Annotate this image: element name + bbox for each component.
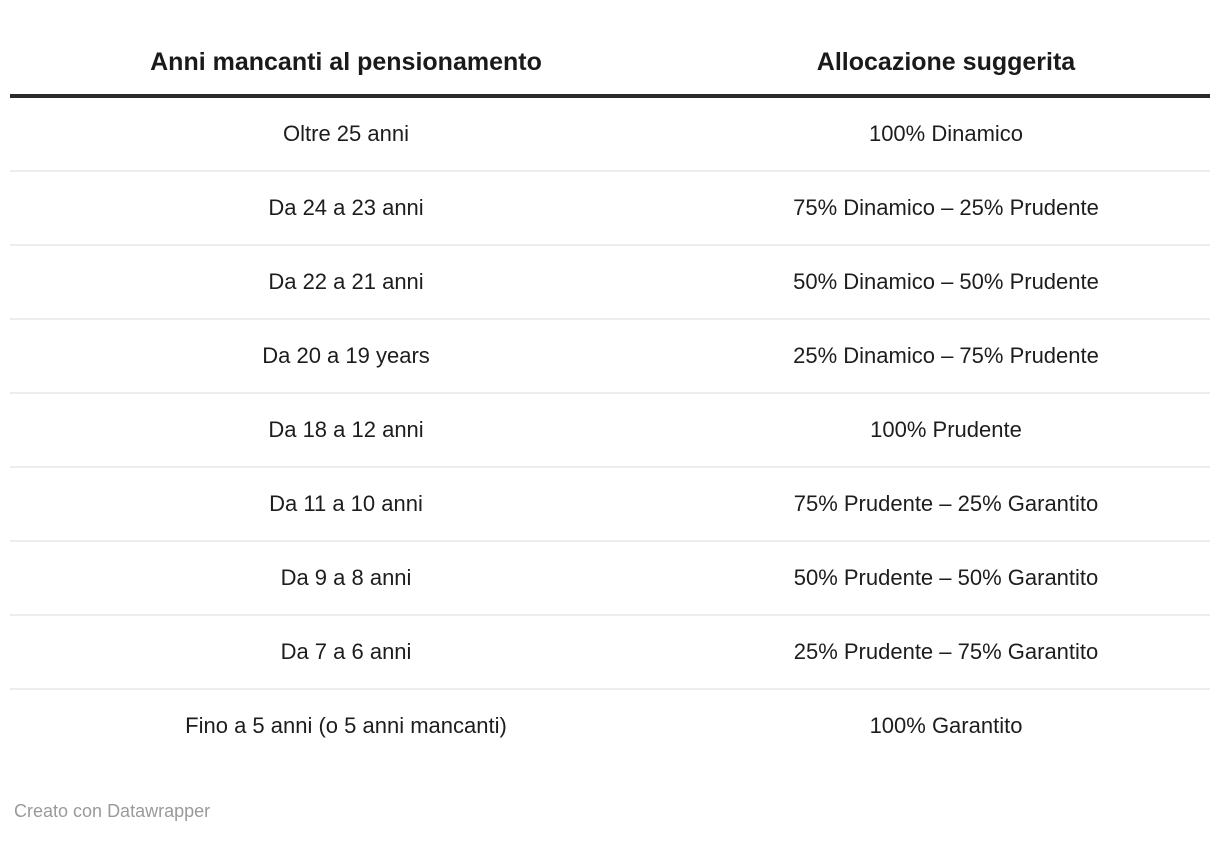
table-row: Da 20 a 19 years 25% Dinamico – 75% Prude… bbox=[10, 319, 1210, 394]
cell-years: Da 22 a 21 anni bbox=[10, 245, 682, 320]
table-row: Da 18 a 12 anni 100% Prudente bbox=[10, 393, 1210, 468]
table-body: Oltre 25 anni 100% Dinamico Da 24 a 23 ann… bbox=[10, 96, 1210, 762]
cell-allocation: 50% Prudente – 50% Garantito bbox=[682, 541, 1210, 616]
cell-allocation: 50% Dinamico – 50% Prudente bbox=[682, 245, 1210, 320]
cell-allocation: 75% Dinamico – 25% Prudente bbox=[682, 171, 1210, 246]
table-row: Da 9 a 8 anni 50% Prudente – 50% Garantit… bbox=[10, 541, 1210, 616]
table-row: Da 11 a 10 anni 75% Prudente – 25% Garant… bbox=[10, 467, 1210, 542]
cell-allocation: 100% Prudente bbox=[682, 393, 1210, 468]
table-row: Oltre 25 anni 100% Dinamico bbox=[10, 96, 1210, 172]
cell-years: Da 18 a 12 anni bbox=[10, 393, 682, 468]
attribution-footer: Creato con Datawrapper bbox=[14, 800, 1210, 822]
cell-allocation: 100% Garantito bbox=[869, 713, 1023, 738]
table-header-row: Anni mancanti al pensionamento Allocazio… bbox=[10, 28, 1210, 98]
cell-years: Oltre 25 anni bbox=[10, 96, 682, 172]
cell-years: Da 11 a 10 anni bbox=[10, 467, 682, 542]
table-row: Fino a 5 anni (o 5 anni mancanti) 100% Ga… bbox=[10, 689, 1210, 762]
cell-years: Da 7 a 6 anni bbox=[10, 615, 682, 690]
cell-years: Da 20 a 19 years bbox=[10, 319, 682, 394]
table-row: Da 22 a 21 anni 50% Dinamico – 50% Pruden… bbox=[10, 245, 1210, 320]
cell-allocation: 25% Dinamico – 75% Prudente bbox=[682, 319, 1210, 394]
table-header: Anni mancanti al pensionamento Allocazio… bbox=[10, 28, 1210, 98]
cell-years: Da 24 a 23 anni bbox=[10, 171, 682, 246]
column-header-years: Anni mancanti al pensionamento bbox=[10, 28, 682, 98]
cell-allocation: 100% Dinamico bbox=[682, 96, 1210, 172]
cell-years: Da 9 a 8 anni bbox=[10, 541, 682, 616]
allocation-table: Anni mancanti al pensionamento Allocazio… bbox=[10, 28, 1210, 762]
column-header-allocation: Allocazione suggerita bbox=[682, 28, 1210, 98]
attribution-prefix: Creato con bbox=[14, 801, 108, 821]
cell-years: Fino a 5 anni (o 5 anni mancanti) bbox=[185, 713, 507, 738]
cell-allocation: 75% Prudente – 25% Garantito bbox=[682, 467, 1210, 542]
cell-allocation: 25% Prudente – 75% Garantito bbox=[682, 615, 1210, 690]
table-row: Da 7 a 6 anni 25% Prudente – 75% Garantit… bbox=[10, 615, 1210, 690]
table-row: Da 24 a 23 anni 75% Dinamico – 25% Pruden… bbox=[10, 171, 1210, 246]
datawrapper-link[interactable]: Datawrapper bbox=[107, 801, 211, 821]
